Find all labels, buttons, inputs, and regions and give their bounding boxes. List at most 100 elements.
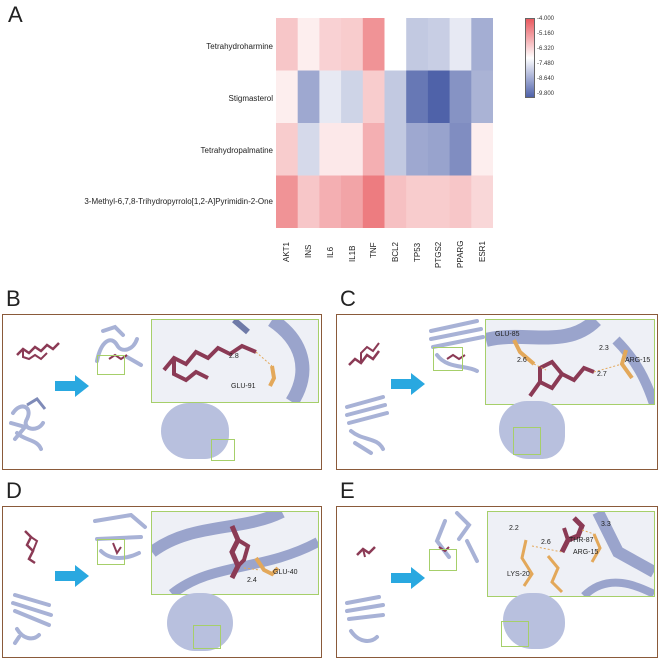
panel-label-e: E — [340, 478, 355, 503]
complex-structure-icon — [434, 511, 479, 563]
heatmap-row-label: Tetrahydroharmine — [206, 42, 273, 51]
binding-site-zoom-image — [486, 320, 654, 404]
heatmap-cell — [276, 18, 299, 71]
protein-structure-icon — [345, 395, 389, 455]
ligand-structure-icon — [16, 342, 60, 361]
heatmap-cell — [427, 123, 451, 176]
zoom-view — [487, 511, 655, 597]
colorbar — [525, 18, 535, 98]
ligand-structure-icon — [24, 530, 39, 565]
heatmap-cell — [341, 18, 364, 71]
heatmap-cell — [276, 70, 299, 124]
protein-surface-icon — [161, 403, 229, 459]
ligand-structure-icon — [356, 546, 376, 558]
binding-site-highlight — [433, 347, 463, 371]
heatmap-row-label: 3-Methyl-6,7,8-Trihydropyrrolo[1,2-A]Pyr… — [84, 197, 273, 206]
distance-label: 2.8 — [229, 353, 239, 360]
heatmap-cell — [319, 123, 342, 176]
distance-label: 2.3 — [599, 345, 609, 352]
residue-label: THR-87 — [569, 537, 594, 544]
heatmap-cell — [471, 18, 493, 71]
heatmap-cell — [319, 175, 342, 228]
binding-site-highlight — [211, 439, 235, 461]
residue-label: GLU-91 — [231, 383, 256, 390]
heatmap-cell — [406, 123, 429, 176]
panel-c-box: GLU-85 2.6 2.3 2.7 ARG-15 — [336, 314, 658, 470]
heatmap-cell — [341, 70, 364, 124]
zoom-view — [485, 319, 655, 405]
heatmap-cell — [427, 18, 451, 71]
heatmap-row-label: Stigmasterol — [228, 94, 273, 103]
heatmap-cell — [362, 175, 385, 228]
arrow-right-icon — [391, 373, 425, 395]
heatmap-cell — [471, 70, 493, 124]
heatmap-cell — [384, 123, 407, 176]
heatmap-cell — [449, 123, 472, 176]
zoom-view — [151, 319, 319, 403]
heatmap-cell — [427, 175, 451, 228]
colorbar-tick: -5.160 — [537, 31, 555, 37]
heatmap-cell — [449, 70, 472, 124]
panel-b-box: 2.8 GLU-91 — [2, 314, 322, 470]
heatmap-cell — [449, 175, 472, 228]
heatmap-grid — [276, 18, 493, 228]
arrow-right-icon — [391, 567, 425, 589]
heatmap-cell — [319, 70, 342, 124]
binding-site-highlight — [429, 549, 457, 571]
heatmap-cell — [362, 123, 385, 176]
panel-label-a: A — [8, 2, 23, 27]
heatmap-cell — [384, 18, 407, 71]
heatmap-cell — [471, 175, 493, 228]
distance-label: 2.6 — [541, 539, 551, 546]
heatmap-cell — [297, 70, 320, 124]
heatmap-cell — [341, 123, 364, 176]
colorbar-tick: -7.480 — [537, 61, 555, 67]
colorbar-tick: -6.320 — [537, 46, 555, 52]
heatmap-col-label: AKT1 — [282, 241, 291, 262]
heatmap-cell — [297, 18, 320, 71]
heatmap-cell — [362, 70, 385, 124]
heatmap-col-label: ESR1 — [478, 241, 487, 262]
protein-structure-icon — [11, 593, 53, 645]
heatmap-row-label: Tetrahydropalmatine — [200, 146, 273, 155]
complex-structure-icon — [93, 513, 147, 560]
residue-label: GLU-85 — [495, 331, 520, 338]
binding-site-highlight — [193, 625, 221, 649]
heatmap-cell — [384, 175, 407, 228]
heatmap-cell — [297, 123, 320, 176]
heatmap-cell — [319, 18, 342, 71]
heatmap-cell — [276, 123, 299, 176]
residue-label: ARG-15 — [625, 357, 651, 364]
heatmap-col-label: PTGS2 — [434, 241, 443, 268]
protein-surface-icon — [499, 401, 565, 459]
panel-label-b: B — [6, 286, 21, 311]
binding-site-highlight — [513, 427, 541, 455]
binding-site-zoom-image — [152, 512, 318, 594]
heatmap-col-label: TP53 — [413, 242, 422, 262]
protein-structure-icon — [9, 397, 47, 451]
binding-site-zoom-image — [520, 512, 654, 596]
zoom-view — [151, 511, 319, 595]
heatmap-cell — [449, 18, 472, 71]
heatmap-cell — [471, 123, 493, 176]
binding-site-highlight — [97, 355, 125, 375]
binding-site-highlight — [501, 621, 529, 647]
ligand-structure-icon — [348, 342, 380, 366]
residue-label: GLU-40 — [273, 569, 298, 576]
distance-label: 2.6 — [517, 357, 527, 364]
arrow-right-icon — [55, 375, 89, 397]
heatmap-cell — [427, 70, 451, 124]
heatmap-cell — [406, 175, 429, 228]
heatmap-cell — [341, 175, 364, 228]
heatmap-cell — [406, 18, 429, 71]
heatmap-col-label: TNF — [369, 242, 378, 258]
colorbar-tick: -8.640 — [537, 76, 555, 82]
colorbar-tick: -9.800 — [537, 91, 555, 97]
heatmap-cell — [297, 175, 320, 228]
panel-label-d: D — [6, 478, 22, 503]
heatmap-cell — [362, 18, 385, 71]
panel-e-box: 2.2 3.3 2.6 THR-87 ARG-15 LYS-20 — [336, 506, 658, 658]
heatmap-col-label: PPARG — [456, 240, 465, 268]
heatmap-cell — [384, 70, 407, 124]
heatmap-col-label: IL1B — [348, 245, 357, 262]
